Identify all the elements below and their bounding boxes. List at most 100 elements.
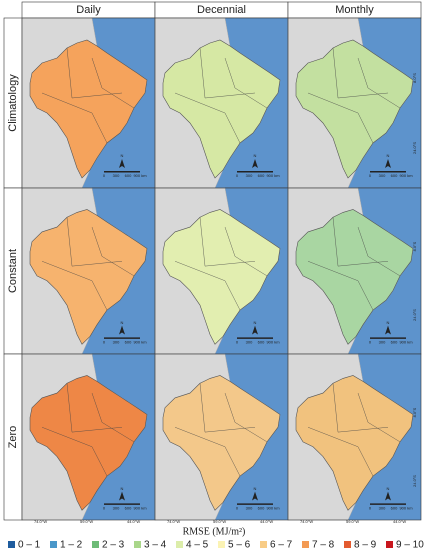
legend-label: 3 – 4 bbox=[144, 540, 167, 550]
north-arrow-shape bbox=[385, 159, 391, 168]
latitude-label: 8.0°S bbox=[412, 407, 417, 417]
row-header: Climatology bbox=[7, 74, 19, 132]
longitude-label: 44.0°W bbox=[127, 519, 140, 524]
north-arrow: N bbox=[254, 486, 257, 491]
column-header: Monthly bbox=[335, 4, 374, 16]
panel-frame bbox=[287, 353, 422, 521]
scale-label: 0 bbox=[236, 339, 239, 344]
scale-label: 900 km bbox=[266, 505, 280, 510]
north-arrow: N bbox=[387, 486, 390, 491]
map-panel: N 0 300 600 900 km bbox=[21, 187, 156, 355]
legend-label: 2 – 3 bbox=[102, 540, 125, 550]
map-panel: N 0 300 600 900 km bbox=[21, 17, 156, 189]
north-arrow: N bbox=[121, 153, 124, 158]
legend-swatch bbox=[218, 541, 225, 548]
north-arrow: N bbox=[121, 320, 124, 325]
scale-bar bbox=[370, 503, 406, 505]
scale-label: 0 bbox=[236, 505, 239, 510]
scale-label: 300 bbox=[113, 339, 120, 344]
scale-label: 0 bbox=[369, 505, 372, 510]
latitude-label: 24.0°S bbox=[412, 142, 417, 154]
north-arrow-shape bbox=[119, 325, 125, 335]
north-arrow: N bbox=[387, 320, 390, 325]
row-header: Constant bbox=[7, 249, 19, 293]
north-arrow-shape bbox=[385, 491, 391, 501]
scale-label: 0 bbox=[236, 173, 239, 178]
scale-bar bbox=[104, 503, 140, 505]
north-arrow: N bbox=[254, 153, 257, 158]
north-arrow: N bbox=[387, 153, 390, 158]
scale-label: 0 bbox=[103, 505, 106, 510]
scale-label: 600 bbox=[125, 173, 132, 178]
legend-swatch bbox=[302, 541, 309, 548]
state-borders bbox=[174, 383, 268, 477]
row-header: Zero bbox=[7, 426, 19, 449]
legend-swatch bbox=[260, 541, 267, 548]
north-arrow-shape bbox=[119, 159, 125, 168]
longitude-label: 59.0°W bbox=[346, 519, 359, 524]
north-arrow-shape bbox=[385, 325, 391, 335]
scale-label: 0 bbox=[103, 339, 106, 344]
scale-label: 900 km bbox=[133, 339, 147, 344]
legend-swatch bbox=[50, 541, 57, 548]
legend-swatch bbox=[92, 541, 99, 548]
state-borders bbox=[41, 47, 135, 144]
legend-label: 4 – 5 bbox=[186, 540, 209, 550]
map-panel: N 0 300 600 900 km 8.0°S 24.0°S bbox=[287, 187, 422, 355]
longitude-label: 44.0°W bbox=[393, 519, 406, 524]
column-header: Decennial bbox=[197, 4, 246, 16]
map-panel: N 0 300 600 900 km 8.0°S 24.0°S bbox=[287, 353, 422, 521]
latitude-label: 24.0°S bbox=[412, 309, 417, 321]
scale-label: 300 bbox=[246, 505, 253, 510]
scale-label: 600 bbox=[258, 505, 265, 510]
scale-label: 900 km bbox=[399, 505, 413, 510]
longitude-label: 74.0°W bbox=[300, 519, 313, 524]
scale-label: 600 bbox=[391, 505, 398, 510]
state-borders bbox=[307, 47, 401, 144]
scale-bar bbox=[237, 503, 273, 505]
legend-label: 7 – 8 bbox=[312, 540, 335, 550]
scale-bar bbox=[370, 337, 406, 339]
scale-label: 600 bbox=[391, 173, 398, 178]
latitude-label: 8.0°S bbox=[412, 73, 417, 83]
legend-label: 6 – 7 bbox=[270, 540, 293, 550]
state-borders bbox=[307, 217, 401, 311]
scale-label: 900 km bbox=[266, 173, 280, 178]
longitude-label: 74.0°W bbox=[167, 519, 180, 524]
state-borders bbox=[174, 217, 268, 311]
legend-swatch bbox=[344, 541, 351, 548]
state-borders bbox=[41, 383, 135, 477]
scale-label: 300 bbox=[379, 505, 386, 510]
map-panel: N 0 300 600 900 km bbox=[154, 187, 289, 355]
north-arrow-shape bbox=[252, 491, 258, 501]
north-arrow-shape bbox=[252, 325, 258, 335]
scale-label: 300 bbox=[379, 339, 386, 344]
map-panel: N 0 300 600 900 km bbox=[21, 353, 156, 521]
scale-bar bbox=[237, 171, 273, 173]
north-arrow-shape bbox=[252, 159, 258, 168]
scale-label: 300 bbox=[113, 505, 120, 510]
scale-label: 600 bbox=[125, 339, 132, 344]
north-arrow: N bbox=[121, 486, 124, 491]
latitude-label: 8.0°S bbox=[412, 241, 417, 251]
scale-label: 0 bbox=[369, 173, 372, 178]
scale-label: 900 km bbox=[133, 505, 147, 510]
scale-label: 300 bbox=[379, 173, 386, 178]
legend-label: 9 – 10 bbox=[396, 540, 424, 550]
latitude-label: 24.0°S bbox=[412, 475, 417, 487]
legend-label: 1 – 2 bbox=[60, 540, 83, 550]
scale-label: 0 bbox=[369, 339, 372, 344]
longitude-label: 59.0°W bbox=[213, 519, 226, 524]
scale-label: 300 bbox=[246, 173, 253, 178]
state-borders bbox=[307, 383, 401, 477]
legend-label: 5 – 6 bbox=[228, 540, 251, 550]
legend-swatch bbox=[8, 541, 15, 548]
legend-label: 0 – 1 bbox=[18, 540, 41, 550]
scale-label: 900 km bbox=[399, 173, 413, 178]
scale-label: 600 bbox=[125, 505, 132, 510]
north-arrow: N bbox=[254, 320, 257, 325]
map-panel: N 0 300 600 900 km bbox=[154, 353, 289, 521]
longitude-label: 74.0°W bbox=[34, 519, 47, 524]
scale-label: 600 bbox=[258, 339, 265, 344]
